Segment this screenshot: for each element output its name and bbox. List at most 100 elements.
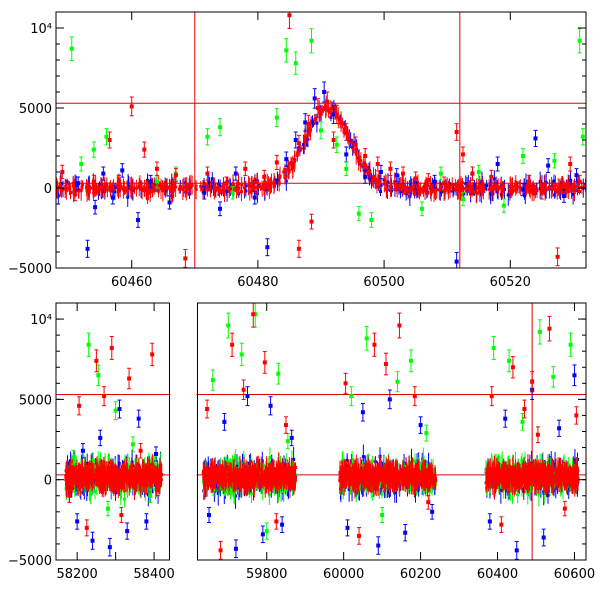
data-point: [334, 112, 339, 117]
noise-point: [234, 469, 238, 473]
noise-point: [311, 122, 315, 126]
data-point: [363, 154, 368, 158]
noise-point: [351, 146, 355, 150]
data-point: [546, 163, 551, 168]
noise-point: [134, 186, 138, 190]
noise-point: [511, 188, 515, 192]
noise-point: [88, 475, 92, 479]
data-point: [233, 171, 238, 176]
plot-area: [56, 303, 586, 560]
noise-point: [130, 474, 134, 478]
noise-point: [213, 472, 217, 476]
noise-point: [64, 482, 68, 486]
data-point: [460, 152, 465, 157]
noise-point: [267, 187, 271, 191]
noise-point: [72, 190, 76, 194]
noise-point: [204, 185, 208, 189]
noise-point: [89, 463, 93, 467]
noise-point: [209, 187, 213, 191]
noise-point: [101, 189, 105, 193]
noise-point: [158, 184, 162, 188]
noise-point: [114, 490, 118, 494]
noise-point: [110, 186, 114, 190]
noise-point: [277, 463, 281, 467]
y-tick-label: 0: [44, 182, 52, 197]
noise-point: [292, 457, 296, 461]
noise-point: [56, 194, 60, 198]
noise-point: [172, 188, 176, 192]
noise-point: [98, 468, 102, 472]
data-point: [224, 181, 229, 186]
noise-point: [501, 188, 505, 192]
noise-point: [161, 189, 165, 193]
noise-point: [265, 469, 269, 473]
noise-point: [330, 106, 334, 110]
noise-point: [190, 183, 194, 187]
noise-point: [95, 185, 99, 189]
noise-point: [242, 472, 246, 476]
noise-point: [112, 480, 116, 484]
noise-point: [142, 477, 146, 481]
noise-point: [226, 477, 230, 481]
noise-point: [480, 185, 484, 189]
noise-point: [145, 476, 149, 480]
noise-point: [152, 474, 156, 478]
noise-point: [418, 190, 422, 194]
noise-point: [145, 191, 149, 195]
noise-point: [534, 187, 538, 191]
noise-point: [169, 188, 173, 192]
data-point: [401, 171, 406, 176]
noise-point: [342, 130, 346, 134]
noise-point: [541, 187, 545, 191]
noise-point: [77, 189, 81, 193]
noise-point: [567, 189, 571, 193]
noise-point: [174, 185, 178, 189]
data-point: [388, 166, 393, 171]
noise-point: [103, 185, 107, 189]
noise-point: [125, 186, 129, 190]
noise-point: [277, 469, 281, 473]
noise-point: [267, 475, 271, 479]
noise-point: [201, 472, 205, 476]
noise-point: [236, 184, 240, 188]
noise-point: [104, 478, 108, 482]
noise-point: [147, 188, 151, 192]
noise-point: [492, 186, 496, 190]
noise-point: [269, 476, 273, 480]
data-point: [533, 136, 538, 141]
noise-point: [573, 189, 577, 193]
noise-point: [126, 181, 130, 185]
noise-point: [269, 181, 273, 185]
noise-point: [276, 178, 280, 182]
noise-point: [284, 179, 288, 183]
noise-point: [104, 473, 108, 477]
noise-point: [515, 184, 519, 188]
noise-point: [147, 472, 151, 476]
noise-point: [347, 137, 351, 141]
noise-point: [279, 477, 283, 481]
noise-point: [123, 471, 127, 475]
noise-point: [248, 479, 252, 483]
noise-point: [207, 179, 211, 183]
noise-point: [255, 185, 259, 189]
noise-point: [126, 483, 130, 487]
noise-point: [575, 185, 579, 189]
noise-point: [487, 187, 491, 191]
noise-point: [233, 458, 237, 462]
data-point: [460, 197, 465, 202]
noise-point: [156, 189, 160, 193]
noise-point: [76, 478, 80, 482]
data-point: [205, 134, 210, 139]
noise-point: [237, 182, 241, 186]
noise-point: [171, 190, 175, 194]
noise-point: [65, 471, 69, 475]
noise-point: [447, 186, 451, 190]
noise-point: [103, 473, 107, 477]
noise-point: [168, 185, 172, 189]
noise-point: [228, 475, 232, 479]
noise-point: [194, 188, 198, 192]
noise-point: [82, 481, 86, 485]
noise-point: [448, 189, 452, 193]
noise-point: [253, 178, 257, 182]
